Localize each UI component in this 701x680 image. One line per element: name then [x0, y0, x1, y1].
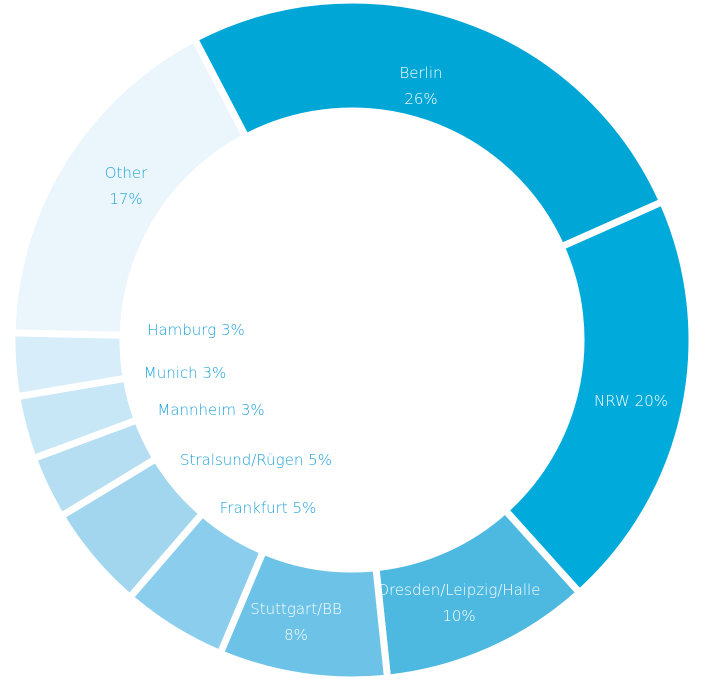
category-name: Munich — [143, 364, 198, 382]
slice-label: Stralsund/Rügen 5% — [126, 447, 386, 473]
slice-label: Munich 3% — [55, 360, 315, 386]
category-name: Dresden/Leipzig/Halle — [377, 581, 541, 599]
category-name: Frankfurt — [219, 499, 288, 517]
slice-label: NRW 20% — [591, 388, 671, 414]
category-name: Berlin — [399, 64, 443, 82]
category-name: Other — [104, 164, 148, 182]
value-label: 8% — [284, 626, 308, 644]
slice-label: Hamburg 3% — [66, 317, 326, 343]
value-label: 3% — [240, 401, 265, 419]
slice-label: Berlin 26% — [381, 60, 461, 112]
slice-label: Other 17% — [86, 160, 166, 212]
slice-label: Mannheim 3% — [81, 397, 341, 423]
value-label: 26% — [404, 90, 438, 108]
value-label: 10% — [442, 607, 476, 625]
value-label: 17% — [109, 190, 143, 208]
value-label: 5% — [308, 451, 332, 469]
category-name: NRW — [594, 392, 630, 410]
value-label: 3% — [221, 321, 245, 339]
value-label: 3% — [202, 364, 227, 382]
category-name: Stuttgart/BB — [250, 600, 342, 618]
category-name: Stralsund/Rügen — [180, 451, 304, 469]
value-label: 5% — [292, 499, 317, 517]
slice-label: Frankfurt 5% — [138, 495, 398, 521]
value-label: 20% — [634, 392, 668, 410]
category-name: Hamburg — [147, 321, 217, 339]
slice-label: Stuttgart/BB 8% — [246, 596, 346, 648]
category-name: Mannheim — [157, 401, 237, 419]
donut-slice — [500, 197, 696, 598]
donut-slice — [8, 33, 251, 339]
donut-slice — [189, 0, 668, 252]
slice-label: Dresden/Leipzig/Halle 10% — [374, 577, 544, 629]
